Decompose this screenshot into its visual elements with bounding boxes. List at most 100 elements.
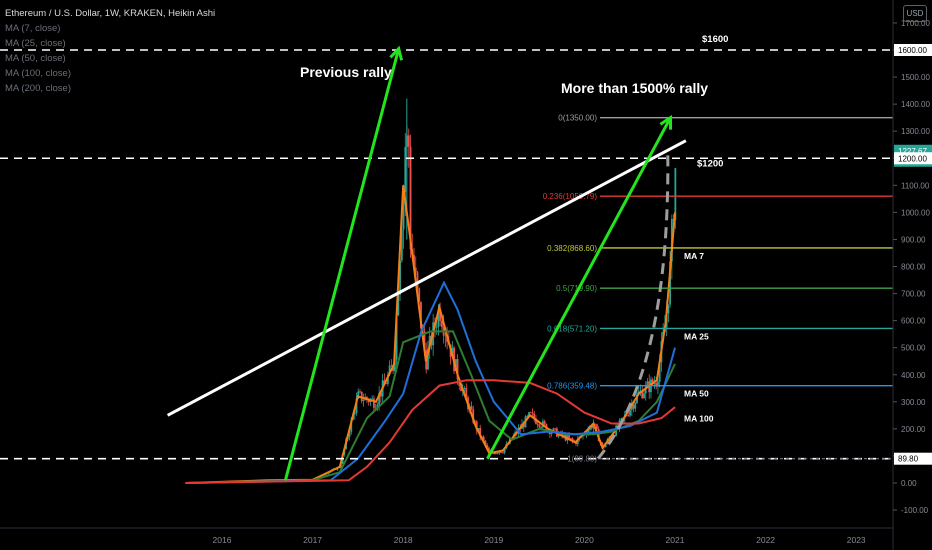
candle-body <box>427 348 429 370</box>
candle-body <box>540 427 543 428</box>
y-tick-label: 300.00 <box>901 398 926 407</box>
chart-header: Ethereum / U.S. Dollar, 1W, KRAKEN, Heik… <box>5 6 215 96</box>
previous-rally-arrow-head <box>389 45 404 61</box>
candle-body <box>503 448 506 453</box>
candle-body <box>636 394 638 403</box>
x-tick-label: 2022 <box>756 535 775 545</box>
fib-label: 0.236(1059.79) <box>543 192 598 201</box>
big-rally-arrow-head <box>659 114 673 130</box>
candle-body <box>536 423 539 425</box>
candle-body <box>630 404 633 410</box>
candle-body <box>496 453 499 454</box>
candle-body <box>531 412 534 414</box>
y-tick-label: 900.00 <box>901 235 926 244</box>
candle-body <box>500 452 503 453</box>
y-tick-label: 400.00 <box>901 371 926 380</box>
candle-body <box>367 399 370 403</box>
candle-body <box>590 426 593 429</box>
candle-body <box>629 409 631 416</box>
indicator-ma200[interactable]: MA (200, close) <box>5 83 71 94</box>
candle-body <box>435 326 438 328</box>
price-tag-label: 1600.00 <box>898 46 927 55</box>
candle-body <box>641 390 644 399</box>
x-axis: 2016 2017 2018 2019 2020 2021 2022 2023 <box>0 527 893 545</box>
price-tag <box>894 44 932 56</box>
y-tick-label: 200.00 <box>901 425 926 434</box>
candle-body <box>416 272 419 289</box>
candle-body <box>655 383 658 387</box>
candle-body <box>494 453 497 454</box>
candle-body <box>568 435 570 439</box>
symbol-title[interactable]: Ethereum / U.S. Dollar, 1W, KRAKEN, Heik… <box>5 8 216 19</box>
ma-label: MA 7 <box>684 251 704 261</box>
y-tick-label: 1700.00 <box>901 19 930 28</box>
level-label: $1200 <box>697 158 723 169</box>
candle-body <box>526 416 529 417</box>
candle-body <box>543 421 546 424</box>
candle-body <box>657 381 659 387</box>
candle-body <box>402 192 405 230</box>
x-tick-label: 2021 <box>666 535 685 545</box>
candle-body <box>498 452 501 454</box>
candle-body <box>482 436 485 441</box>
candle-body <box>378 392 381 405</box>
candle-body <box>562 434 565 436</box>
candle-body <box>472 409 475 423</box>
x-tick-label: 2023 <box>847 535 866 545</box>
drawings: Previous rally More than 1500% rally MA 7 M… <box>166 45 714 481</box>
candle-body <box>669 261 672 305</box>
candle-body <box>554 428 557 430</box>
candle-body <box>594 423 597 425</box>
fib-retracement: 0(1350.00) 0.236(1059.79) 0.382(868.60) 0.5… <box>543 114 893 464</box>
indicator-ma7[interactable]: MA (7, close) <box>5 23 61 34</box>
candle-body <box>475 421 478 431</box>
candle-body <box>667 304 670 314</box>
fib-label: 0.382(868.60) <box>547 244 597 253</box>
candle-body <box>501 452 504 454</box>
candle-body <box>399 260 401 295</box>
indicator-ma25[interactable]: MA (25, close) <box>5 38 66 49</box>
candle-body <box>458 379 461 386</box>
indicator-ma100[interactable]: MA (100, close) <box>5 68 71 79</box>
ma-line-ma100 <box>185 379 676 484</box>
y-tick-label: 1000.00 <box>901 208 930 217</box>
fib-label: 0(1350.00) <box>558 114 597 123</box>
candle-body <box>348 432 351 437</box>
candle-body <box>634 402 637 409</box>
candle-body <box>484 440 487 446</box>
ma-label: MA 100 <box>684 414 714 424</box>
x-tick-label: 2018 <box>394 535 413 545</box>
big-rally-arrow <box>486 116 672 460</box>
ma-line-ma50 <box>185 280 676 484</box>
y-tick-label: 1500.00 <box>901 73 930 82</box>
candle-body <box>414 267 417 273</box>
indicator-ma50[interactable]: MA (50, close) <box>5 53 66 64</box>
candle-body <box>395 314 398 360</box>
annotation-1500-rally: More than 1500% rally <box>561 80 708 96</box>
x-tick-label: 2016 <box>213 535 232 545</box>
candle-body <box>552 428 555 432</box>
fib-label: 0.5(719.90) <box>556 284 597 293</box>
y-tick-label: 1400.00 <box>901 100 930 109</box>
candle-body <box>392 366 394 371</box>
candle-body <box>533 413 536 419</box>
candle-body <box>477 428 480 431</box>
candle-body <box>440 321 443 328</box>
y-tick-label: 0.00 <box>901 479 917 488</box>
candle-body <box>493 452 496 454</box>
price-tag <box>894 152 932 165</box>
y-axis: -100.000.00100.00200.00300.00400.00500.0… <box>892 0 932 550</box>
candle-body <box>620 418 623 421</box>
candle-body <box>444 335 447 337</box>
candle-body <box>488 447 490 452</box>
candle-body <box>397 294 400 315</box>
candle-body <box>404 146 407 193</box>
y-tick-label: 500.00 <box>901 344 926 353</box>
x-tick-label: 2017 <box>303 535 322 545</box>
candle-body <box>538 424 541 428</box>
currency-button[interactable]: USD <box>903 5 927 22</box>
candle-body <box>571 438 574 441</box>
ma-label: MA 25 <box>684 331 709 341</box>
candle-body <box>522 423 525 428</box>
